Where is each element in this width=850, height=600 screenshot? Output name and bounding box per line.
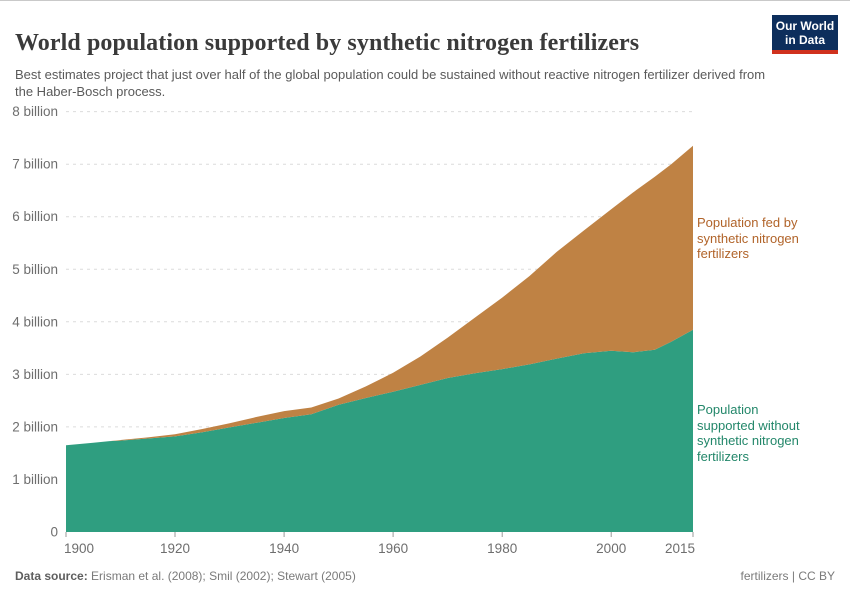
license-text: fertilizers | CC BY: [740, 569, 835, 583]
x-axis-label: 2000: [596, 541, 626, 556]
chart-subtitle: Best estimates project that just over ha…: [15, 67, 766, 99]
y-axis-label: 0: [50, 525, 58, 540]
y-axis-label: 1 billion: [12, 472, 58, 487]
y-axis-label: 5 billion: [12, 262, 58, 277]
y-axis-label: 4 billion: [12, 314, 58, 329]
area-population-without-fertilizers: [66, 329, 693, 532]
data-source-label: Data source:: [15, 569, 88, 583]
x-axis-label: 2015: [665, 541, 695, 556]
owid-logo: Our World in Data: [772, 15, 838, 54]
data-source-text: Erisman et al. (2008); Smil (2002); Stew…: [87, 569, 356, 583]
y-axis-label: 3 billion: [12, 367, 58, 382]
y-axis-label: 2 billion: [12, 419, 58, 434]
x-axis-label: 1900: [64, 541, 94, 556]
x-axis-label: 1920: [160, 541, 190, 556]
x-axis-label: 1940: [269, 541, 299, 556]
annotation-fed-by-fertilizers: Population fed by synthetic nitrogen fer…: [697, 215, 799, 261]
y-axis-label: 7 billion: [12, 157, 58, 172]
x-axis-label: 1960: [378, 541, 408, 556]
annotation-without-fertilizers: Population supported without synthetic n…: [697, 402, 800, 464]
chart-footer: Data source: Erisman et al. (2008); Smil…: [15, 569, 835, 583]
data-source: Data source: Erisman et al. (2008); Smil…: [15, 569, 356, 583]
x-axis-label: 1980: [487, 541, 517, 556]
area-population-fed-by-fertilizers: [66, 145, 693, 446]
y-axis-label: 6 billion: [12, 209, 58, 224]
y-axis-label: 8 billion: [12, 104, 58, 119]
chart-title: World population supported by synthetic …: [15, 30, 640, 57]
